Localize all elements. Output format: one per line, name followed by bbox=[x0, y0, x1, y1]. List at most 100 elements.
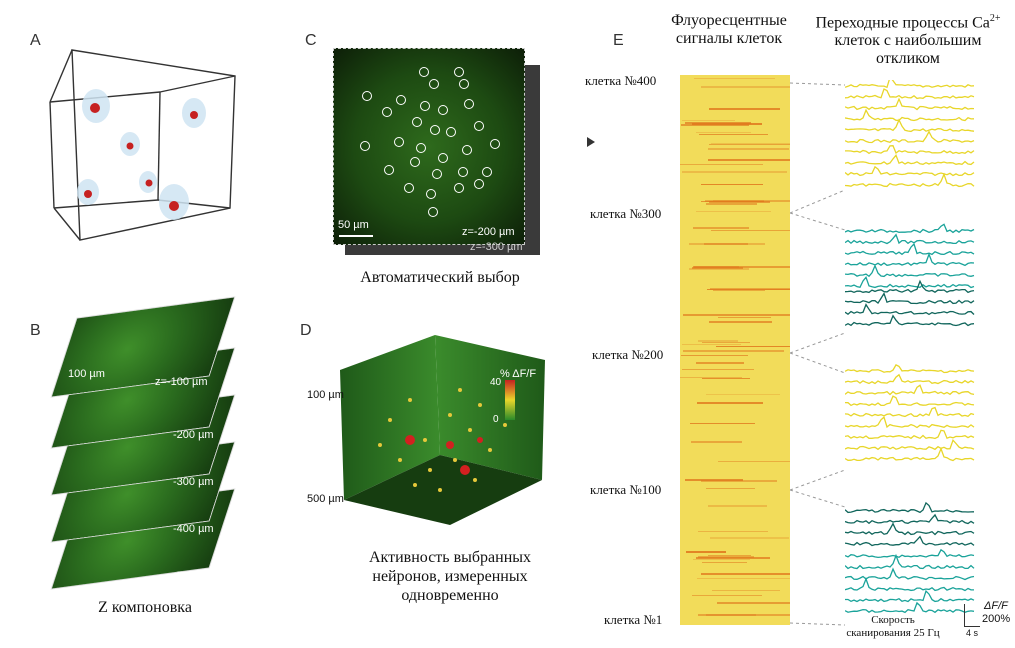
calcium-trace bbox=[845, 242, 975, 256]
calcium-trace bbox=[845, 384, 975, 396]
neuron-ring bbox=[362, 91, 372, 101]
cell-label-400: клетка №400 bbox=[585, 73, 657, 88]
heatmap-hot-band bbox=[683, 350, 784, 352]
panel-d-axis-bottom: 500 µm bbox=[307, 493, 344, 505]
calcium-trace bbox=[845, 395, 975, 407]
heatmap-hot-band bbox=[690, 423, 755, 424]
heatmap-hot-band bbox=[701, 184, 763, 185]
calcium-trace bbox=[845, 447, 975, 462]
heatmap-hot-band bbox=[708, 159, 790, 161]
heatmap-hot-band bbox=[702, 342, 750, 343]
heatmap-hot-band bbox=[710, 288, 790, 290]
heatmap-hot-band bbox=[706, 394, 780, 395]
heatmap-hot-band bbox=[696, 132, 751, 133]
heatmap-hot-band bbox=[680, 164, 763, 165]
calcium-trace bbox=[845, 406, 975, 418]
heatmap-hot-band bbox=[698, 340, 738, 342]
calcium-trace bbox=[845, 553, 975, 570]
heatmap-hot-band bbox=[701, 573, 790, 575]
calcium-traces bbox=[845, 80, 975, 614]
calcium-trace bbox=[845, 118, 975, 133]
connector-lines bbox=[790, 82, 846, 626]
heatmap-hot-band bbox=[694, 78, 775, 79]
neuron-ring bbox=[432, 169, 442, 179]
scale-bar-label-c: 50 µm bbox=[338, 219, 369, 231]
heatmap-hot-band bbox=[708, 555, 751, 556]
panel-c-letter: C bbox=[305, 32, 317, 49]
neuron-ring bbox=[438, 153, 448, 163]
scale-x-label: 4 s bbox=[966, 628, 979, 638]
heatmap-hot-band bbox=[693, 227, 749, 229]
heatmap-hot-band bbox=[698, 531, 768, 532]
heatmap-hot-band bbox=[701, 480, 777, 482]
heatmap-hot-band bbox=[717, 602, 790, 604]
heatmap-hot-band bbox=[696, 362, 744, 364]
calcium-trace bbox=[845, 264, 975, 278]
heatmap-hot-band bbox=[697, 578, 790, 579]
calcium-trace bbox=[845, 130, 975, 144]
traces-title: Переходные процессы Ca2+ клеток с наибол… bbox=[815, 13, 1001, 68]
panel-a-cube-diagram bbox=[49, 49, 236, 241]
panel-d-caption: Активность выбранных нейронов, измеренны… bbox=[369, 549, 531, 604]
depth-label-300: -300 µm bbox=[173, 476, 214, 488]
neuron-ring bbox=[416, 143, 426, 153]
heatmap-hot-band bbox=[711, 143, 790, 144]
neuron-ring bbox=[382, 107, 392, 117]
neuron-ring bbox=[384, 165, 394, 175]
heatmap-hot-band bbox=[699, 134, 768, 135]
neuron-ring bbox=[446, 127, 456, 137]
heatmap-title: Флуоресцентные сигналы клеток bbox=[671, 12, 787, 47]
panel-b-stack: 100 µm z=-100 µm -200 µm -300 µm -400 µm… bbox=[40, 290, 250, 590]
calcium-trace bbox=[845, 577, 974, 592]
heatmap-hot-band bbox=[682, 369, 754, 370]
scale-bar-label-b: 100 µm bbox=[68, 368, 105, 380]
heatmap-hot-band bbox=[692, 123, 762, 125]
calcium-trace bbox=[845, 145, 975, 155]
heatmap-hot-band bbox=[702, 562, 747, 563]
heatmap-hot-band bbox=[693, 266, 790, 268]
panel-d-letter: D bbox=[300, 322, 312, 339]
heatmap-hot-band bbox=[702, 378, 750, 379]
neuron-ring bbox=[394, 137, 404, 147]
calcium-trace bbox=[845, 303, 975, 316]
colorbar-title: % ΔF/F bbox=[500, 368, 537, 380]
heatmap-hot-band bbox=[711, 230, 790, 231]
heatmap-hot-band bbox=[712, 590, 780, 591]
calcium-trace bbox=[845, 88, 975, 100]
calcium-trace bbox=[845, 279, 975, 294]
calcium-trace bbox=[845, 589, 975, 603]
colorbar-max: 40 bbox=[490, 377, 502, 388]
heatmap-hot-band bbox=[680, 377, 742, 378]
heatmap-hot-band bbox=[681, 355, 748, 356]
neuron-ring bbox=[396, 95, 406, 105]
heatmap-hot-band bbox=[710, 537, 789, 539]
heatmap-hot-band bbox=[709, 201, 770, 203]
calcium-trace bbox=[845, 97, 975, 111]
depth-label-200: -200 µm bbox=[173, 429, 214, 441]
heatmap-hot-band bbox=[696, 211, 771, 212]
calcium-trace bbox=[845, 80, 975, 89]
heatmap-hot-band bbox=[701, 86, 790, 88]
neuron-ring bbox=[474, 121, 484, 131]
panel-d-3d-volume bbox=[340, 335, 545, 525]
neuron-ring bbox=[454, 67, 464, 77]
calcium-trace bbox=[845, 535, 975, 547]
calcium-trace bbox=[845, 252, 975, 267]
neuron-ring bbox=[410, 157, 420, 167]
depth-label-c-front: z=-200 µm bbox=[462, 226, 515, 238]
panel-a-letter: A bbox=[30, 32, 41, 49]
calcium-trace bbox=[845, 438, 975, 451]
calcium-trace bbox=[845, 314, 975, 327]
neuron-ring bbox=[426, 189, 436, 199]
calcium-trace bbox=[845, 373, 975, 385]
panel-c-caption: Автоматический выбор bbox=[360, 269, 520, 286]
heatmap-hot-band bbox=[705, 200, 790, 202]
neuron-ring bbox=[428, 207, 438, 217]
panel-b-letter: B bbox=[30, 322, 41, 339]
neuron-ring bbox=[438, 105, 448, 115]
heatmap-hot-band bbox=[706, 614, 756, 616]
neuron-ring bbox=[490, 139, 500, 149]
heatmap-hot-band bbox=[708, 148, 789, 150]
heatmap-hot-band bbox=[716, 346, 790, 347]
calcium-trace bbox=[845, 108, 975, 122]
